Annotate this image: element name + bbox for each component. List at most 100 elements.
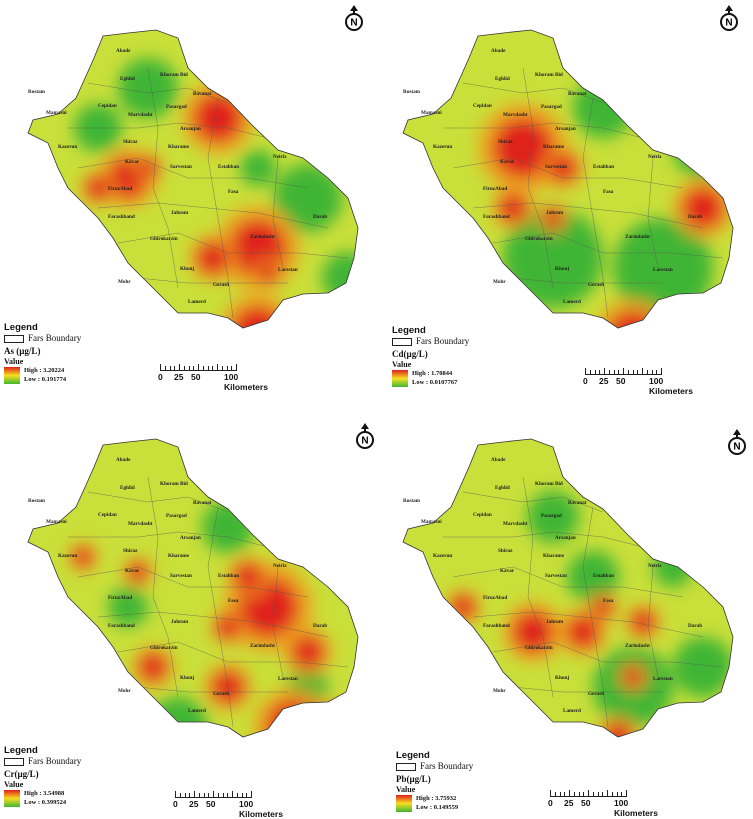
city-label: Jahrom — [171, 619, 189, 625]
city-label: Ghirokarzin — [150, 645, 178, 651]
hotspot — [593, 597, 613, 617]
city-label: Bavanat — [193, 91, 212, 97]
city-label: FiruzAbad — [108, 186, 132, 192]
map-legend: Legend Fars Boundary Cd(µg/L) Value High… — [392, 325, 469, 387]
north-arrow-icon: N — [718, 4, 740, 32]
scale-bar: 0 25 50 100 Kilometers — [548, 788, 670, 818]
low-zone — [240, 150, 276, 186]
boundary-label: Fars Boundary — [28, 333, 82, 344]
city-label: Larestan — [653, 267, 673, 273]
city-label: FiruzAbad — [483, 595, 507, 601]
city-label: Sarvestan — [170, 573, 192, 579]
city-label: Kharame — [168, 553, 190, 559]
unit-label: Cr(µg/L) — [4, 769, 39, 780]
low-label: Low : 0.191774 — [24, 375, 67, 383]
city-label: Rostam — [28, 89, 46, 95]
city-label: Kazerun — [433, 144, 452, 150]
scale-label: 25 — [564, 798, 574, 808]
interpolation-map: Abade Eghlid Khoram Bid Bavanat Rostam Mamasn… — [27, 438, 359, 738]
city-label: Mohr — [118, 279, 131, 285]
city-label: Bavanat — [568, 500, 587, 506]
boundary-label: Fars Boundary — [416, 336, 470, 347]
unit-label: Pb(µg/L) — [396, 774, 431, 785]
hotspot — [607, 312, 659, 328]
scale-bar: 0 25 50 100 Kilometers — [158, 362, 280, 392]
city-label: Khonj — [180, 266, 194, 272]
north-arrow-icon: N — [726, 428, 748, 456]
legend-title: Legend — [4, 745, 38, 756]
city-label: Eghlid — [495, 485, 510, 491]
city-label: Zarindasht — [625, 643, 650, 649]
svg-text:N: N — [725, 18, 732, 29]
high-label: High : 3.75932 — [416, 794, 457, 802]
city-label: Farashband — [483, 214, 510, 220]
hotspot — [567, 616, 599, 648]
city-label: Neiriz — [273, 154, 287, 160]
city-label: Darab — [688, 214, 702, 220]
scale-label: 50 — [616, 376, 626, 386]
city-label: Zarindasht — [250, 643, 275, 649]
boundary-swatch — [392, 337, 412, 346]
city-label: Cepidan — [473, 512, 492, 518]
interpolation-map: Abade Eghlid Khoram Bid Bavanat Rostam Mamasn… — [27, 29, 359, 329]
north-arrow-icon: N — [343, 4, 365, 32]
boundary-label: Fars Boundary — [420, 761, 474, 772]
hotspot — [604, 723, 632, 737]
hotspot — [499, 194, 527, 222]
color-ramp — [392, 369, 408, 387]
boundary-swatch — [4, 334, 24, 343]
city-label: Larestan — [278, 267, 298, 273]
scale-label: 25 — [174, 372, 184, 382]
map-legend: Legend Fars Boundary Pb(µg/L) Value High… — [396, 750, 473, 812]
city-label: Marvdasht — [503, 112, 528, 118]
city-label: Sarvestan — [545, 164, 567, 170]
city-label: Eghlid — [120, 76, 135, 82]
city-label: Lamerd — [563, 708, 581, 714]
city-label: Kavar — [500, 159, 515, 165]
city-label: Kazerun — [433, 553, 452, 559]
city-label: Farashband — [483, 623, 510, 629]
value-label: Value — [392, 359, 412, 369]
city-label: Rostam — [28, 498, 46, 504]
scale-label: 100 Kilometers — [224, 372, 268, 392]
city-label: Kharame — [168, 144, 190, 150]
scale-label: 100 Kilometers — [239, 799, 283, 819]
unit-label: As (µg/L) — [4, 346, 41, 357]
boundary-swatch — [4, 757, 24, 766]
map-legend: Legend Fars Boundary As (µg/L) Value Hig… — [4, 322, 81, 384]
low-zone — [673, 118, 733, 178]
hotspot — [451, 595, 475, 619]
city-label: Mamasni — [46, 110, 67, 116]
city-label: Fasa — [228, 598, 239, 604]
city-label: Larestan — [653, 676, 673, 682]
scale-label: 100 Kilometers — [614, 798, 658, 818]
hotspot — [86, 176, 110, 200]
city-label: Ghirokarzin — [525, 645, 553, 651]
color-ramp — [396, 794, 412, 812]
city-label: Gerash — [213, 282, 229, 288]
city-label: Arsanjan — [555, 126, 576, 132]
city-label: Kazerun — [58, 553, 77, 559]
hotspot — [741, 680, 753, 724]
city-label: Cepidan — [473, 103, 492, 109]
scale-label: 50 — [581, 798, 591, 808]
city-label: Cepidan — [98, 103, 117, 109]
low-zone — [148, 697, 208, 737]
city-label: Fasa — [603, 189, 614, 195]
hotspot — [683, 318, 703, 328]
hotspot — [216, 615, 240, 639]
map-panel-pb: Abade Eghlid Khoram Bid Bavanat Rostam Mamasn… — [377, 409, 753, 818]
fars-boundary — [27, 29, 359, 329]
city-label: Marvdasht — [128, 521, 153, 527]
high-label: High : 3.54988 — [24, 789, 65, 797]
city-label: Marvdasht — [503, 521, 528, 527]
hotspot — [623, 667, 643, 687]
low-zone — [108, 587, 148, 627]
interpolation-map: Abade Eghlid Khoram Bid Bavanat Rostam Mamasn… — [402, 438, 753, 738]
city-label: Lamerd — [188, 299, 206, 305]
city-label: Gerash — [588, 282, 604, 288]
city-label: Pasargad — [166, 104, 187, 110]
city-label: Neiriz — [648, 154, 662, 160]
legend-title: Legend — [392, 325, 426, 336]
low-label: Low : 0.399524 — [24, 798, 67, 806]
